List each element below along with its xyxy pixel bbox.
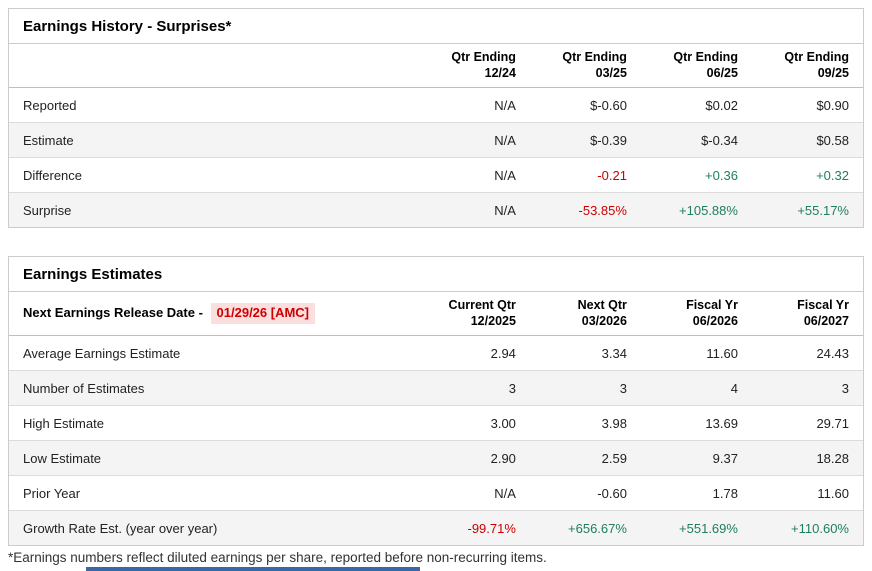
col-header-line2: 09/25 [817,66,849,81]
col-header-line2: 06/25 [706,66,738,81]
cell-value: 11.60 [751,474,863,510]
cell-value: 2.94 [490,345,516,361]
col-header-line1: Next Qtr [577,298,627,312]
cell-value: 3.00 [418,404,530,440]
history-header-row: Qtr Ending 12/24 Qtr Ending 03/25 Qtr En… [9,44,863,88]
cell-value: $0.90 [816,97,849,113]
cell-value: $0.58 [751,121,863,157]
cell-value: N/A [418,474,530,510]
row-label: Number of Estimates [9,369,419,405]
table-row-low-estimate: Low Estimate 2.90 2.59 9.37 18.28 [9,439,863,475]
col-header-line1: Qtr Ending [451,50,516,64]
earnings-history-table: Qtr Ending 12/24 Qtr Ending 03/25 Qtr En… [9,44,863,227]
cell-value: 3 [529,369,641,405]
col-header-line1: Qtr Ending [784,50,849,64]
cell-value: $-0.60 [590,97,627,113]
col-header-line1: Fiscal Yr [797,298,849,312]
earnings-footnote: *Earnings numbers reflect diluted earnin… [8,550,547,565]
table-row-number-of-estimates: Number of Estimates 3 3 4 3 [9,369,863,405]
col-header-line2: 12/2025 [470,314,516,329]
cell-value: N/A [494,97,516,113]
cell-value: 2.59 [529,439,641,475]
cell-value-negative: -99.71% [418,509,530,545]
row-label: High Estimate [9,404,419,440]
col-header-line2: 03/2026 [581,314,627,329]
table-row-growth-rate: Growth Rate Est. (year over year) -99.71… [9,509,863,545]
col-header-line1: Qtr Ending [562,50,627,64]
cell-value: 2.90 [418,439,530,475]
cell-value-negative: -0.21 [529,156,641,192]
cell-value: 13.69 [640,404,752,440]
cell-value: 3.98 [529,404,641,440]
row-label: Average Earnings Estimate [23,345,181,361]
col-header-line1: Fiscal Yr [686,298,738,312]
cell-value: 9.37 [640,439,752,475]
table-row-difference: Difference N/A -0.21 +0.36 +0.32 [9,156,863,192]
table-row-high-estimate: High Estimate 3.00 3.98 13.69 29.71 [9,404,863,440]
row-label: Difference [9,156,419,192]
history-header-spacer [9,44,419,88]
earnings-estimates-card: Earnings Estimates Next Earnings Release… [8,256,864,546]
table-row-prior-year: Prior Year N/A -0.60 1.78 11.60 [9,474,863,510]
cell-value-positive: +55.17% [751,191,863,227]
cell-value: 29.71 [751,404,863,440]
history-col-header-1: Qtr Ending 12/24 [418,44,530,88]
estimates-header-row: Next Earnings Release Date - 01/29/26 [A… [9,292,863,336]
cell-value: 18.28 [751,439,863,475]
history-col-header-4: Qtr Ending 09/25 [751,44,863,88]
earnings-history-title: Earnings History - Surprises* [9,9,863,44]
estimates-col-header-1: Current Qtr 12/2025 [418,292,530,336]
cell-value: $0.02 [705,97,738,113]
cell-value-positive: +656.67% [529,509,641,545]
table-row-average-estimate: Average Earnings Estimate 2.94 3.34 11.6… [9,335,863,370]
col-header-line1: Current Qtr [448,298,516,312]
estimates-col-header-3: Fiscal Yr 06/2026 [640,292,752,336]
cell-value-positive: +0.32 [751,156,863,192]
earnings-estimates-table: Next Earnings Release Date - 01/29/26 [A… [9,292,863,545]
cell-value-positive: +0.36 [640,156,752,192]
cell-value: 3.34 [601,345,627,361]
col-header-line2: 12/24 [484,66,516,81]
cell-value-positive: +110.60% [751,509,863,545]
estimates-col-header-4: Fiscal Yr 06/2027 [751,292,863,336]
cell-value: 4 [640,369,752,405]
cell-value: $-0.34 [640,121,752,157]
row-label: Low Estimate [9,439,419,475]
estimates-col-header-2: Next Qtr 03/2026 [529,292,641,336]
col-header-line1: Qtr Ending [673,50,738,64]
cell-value: 3 [418,369,530,405]
row-label: Prior Year [9,474,419,510]
cell-value-positive: +105.88% [640,191,752,227]
earnings-history-card: Earnings History - Surprises* Qtr Ending… [8,8,864,228]
earnings-estimates-title: Earnings Estimates [9,257,863,292]
cell-value-positive: +551.69% [640,509,752,545]
col-header-line2: 06/2026 [692,314,738,329]
row-label: Estimate [9,121,419,157]
next-earnings-release: Next Earnings Release Date - 01/29/26 [A… [9,292,419,336]
cell-value: N/A [418,156,530,192]
row-label: Surprise [9,191,419,227]
col-header-line2: 06/2027 [803,314,849,329]
cell-value: $-0.39 [529,121,641,157]
table-row-estimate: Estimate N/A $-0.39 $-0.34 $0.58 [9,121,863,157]
cell-value: -0.60 [529,474,641,510]
release-date-label: Next Earnings Release Date - [23,304,203,320]
cell-value: 1.78 [640,474,752,510]
cell-value: N/A [418,121,530,157]
history-col-header-3: Qtr Ending 06/25 [640,44,752,88]
table-row-surprise: Surprise N/A -53.85% +105.88% +55.17% [9,191,863,227]
cutoff-bottom-element [86,567,420,571]
history-col-header-2: Qtr Ending 03/25 [529,44,641,88]
cell-value: 3 [751,369,863,405]
cell-value: N/A [418,191,530,227]
cell-value-negative: -53.85% [529,191,641,227]
col-header-line2: 03/25 [595,66,627,81]
cell-value: 11.60 [706,345,738,361]
row-label: Growth Rate Est. (year over year) [9,509,419,545]
table-row-reported: Reported N/A $-0.60 $0.02 $0.90 [9,87,863,122]
cell-value: 24.43 [816,345,849,361]
row-label: Reported [23,97,77,113]
release-date-badge: 01/29/26 [AMC] [210,302,316,324]
